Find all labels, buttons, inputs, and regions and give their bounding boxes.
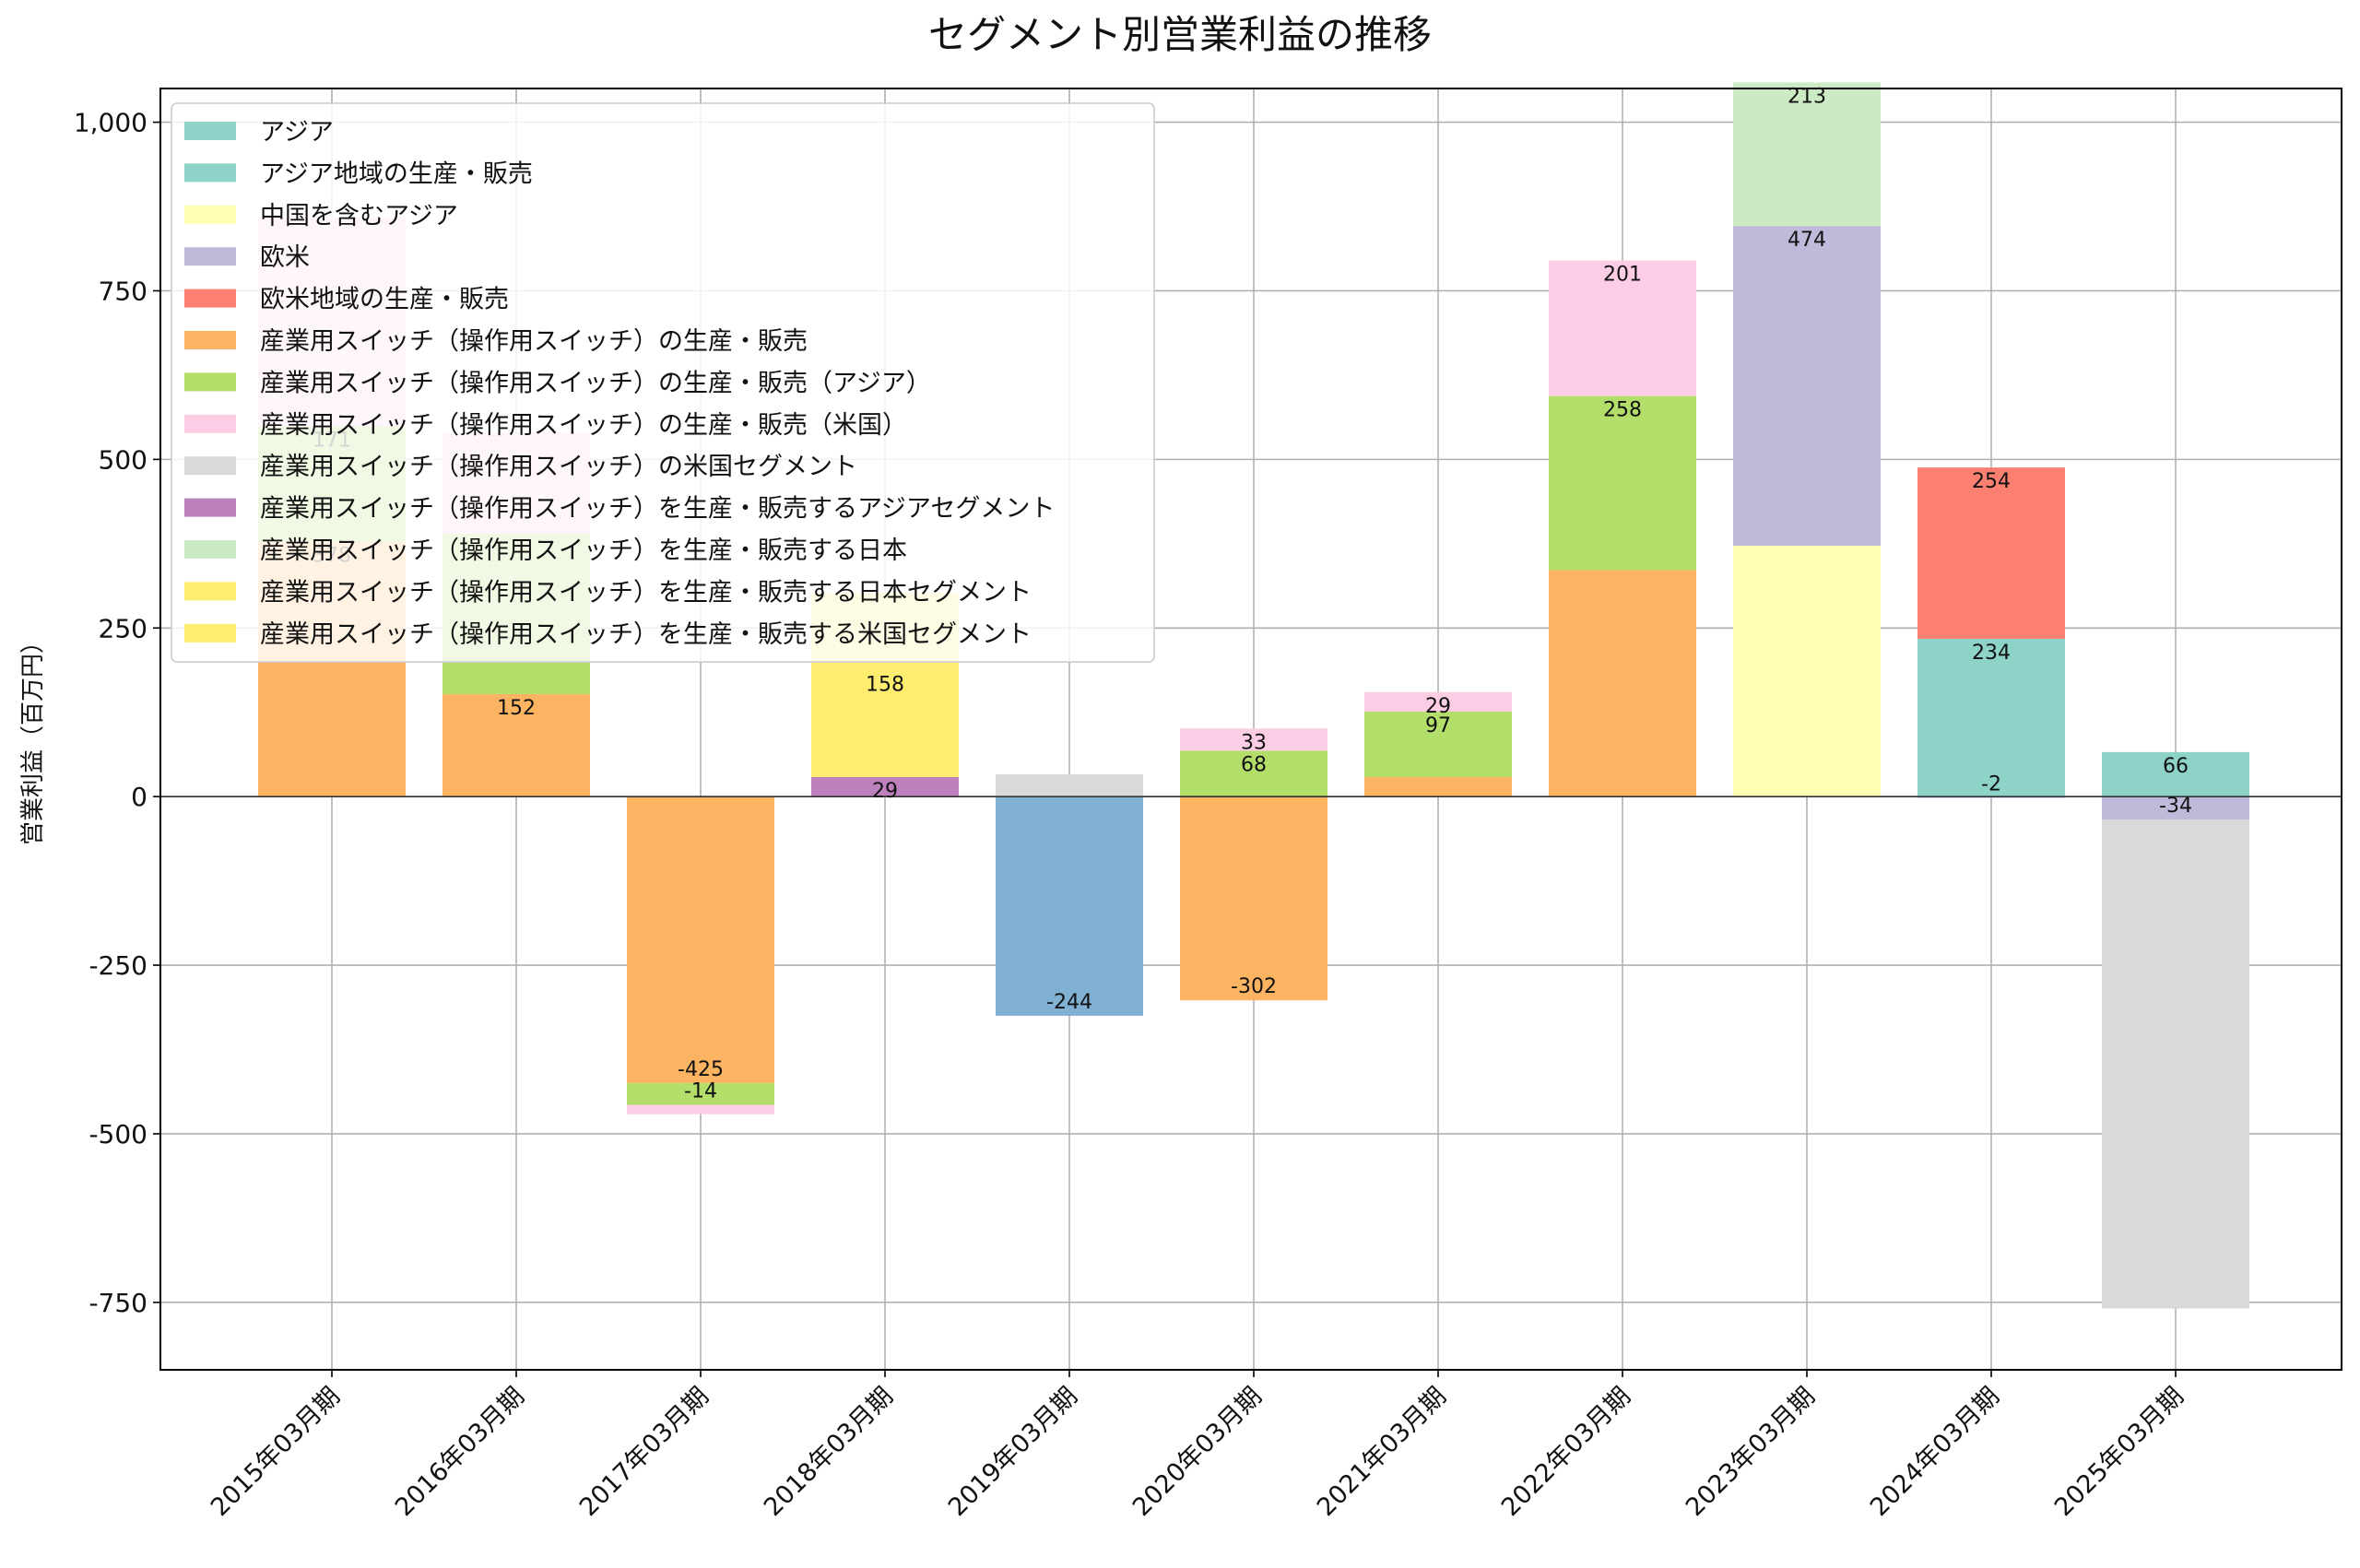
y-tick-label: 500	[99, 444, 148, 475]
legend-swatch	[184, 414, 236, 433]
legend-swatch	[184, 122, 236, 140]
legend-label: アジア	[260, 118, 334, 147]
data-label: -302	[1231, 975, 1277, 998]
legend-label: 産業用スイッチ（操作用スイッチ）を生産・販売する日本セグメント	[260, 578, 1032, 607]
data-labels-layer: 378171152-425-1429158-244-30268339729258…	[313, 85, 2192, 1102]
bar-segment	[442, 693, 590, 797]
data-label: 158	[866, 673, 904, 696]
bar-segment	[811, 670, 959, 777]
bar-segment	[1733, 226, 1881, 547]
y-tick-label: -750	[88, 1288, 148, 1318]
data-label: -2	[1981, 773, 2001, 796]
y-tick-label: -250	[88, 950, 148, 981]
data-label: 213	[1788, 85, 1826, 108]
legend-label: 産業用スイッチ（操作用スイッチ）の米国セグメント	[260, 453, 857, 481]
data-label: 66	[2163, 755, 2189, 778]
bar-segment	[1364, 711, 1512, 777]
legend-swatch	[184, 540, 236, 559]
legend-swatch	[184, 582, 236, 601]
data-label: 234	[1972, 642, 2011, 665]
bar-segment	[2102, 819, 2249, 1309]
bar-segment	[1364, 691, 1512, 712]
data-label: 33	[1241, 731, 1267, 754]
chart-title: セグメント別営業利益の推移	[928, 12, 1432, 57]
y-axis-label: 営業利益（百万円）	[19, 630, 47, 845]
bar-segment	[1549, 260, 1696, 396]
legend-label: 欧米地域の生産・販売	[260, 286, 509, 314]
legend-swatch	[184, 372, 236, 392]
legend-swatch	[184, 247, 236, 266]
bar-segment	[996, 796, 1143, 1016]
bar-segment	[811, 776, 959, 797]
data-label: 152	[497, 697, 536, 720]
bar-segment	[1180, 750, 1328, 797]
data-label: -34	[2159, 795, 2192, 818]
legend-swatch	[184, 163, 236, 183]
legend-swatch	[184, 205, 236, 224]
legend-swatch	[184, 623, 236, 643]
legend-label: 産業用スイッチ（操作用スイッチ）を生産・販売するアジアセグメント	[260, 495, 1055, 524]
bar-segment	[1549, 395, 1696, 571]
legend-swatch	[184, 289, 236, 308]
bar-segment	[1180, 796, 1328, 1001]
y-tick-label: -500	[88, 1119, 148, 1149]
legend-label: アジア地域の生産・販売	[260, 159, 533, 188]
y-tick-label: 0	[131, 782, 148, 812]
bar-segment	[627, 1083, 774, 1105]
legend-label: 産業用スイッチ（操作用スイッチ）の生産・販売	[260, 327, 808, 356]
data-label: 201	[1603, 264, 1642, 287]
bar-segment	[1733, 82, 1881, 227]
legend-label: 産業用スイッチ（操作用スイッチ）を生産・販売する米国セグメント	[260, 620, 1032, 649]
bar-segment	[996, 774, 1143, 797]
bar-segment	[1364, 776, 1512, 797]
data-label: -425	[678, 1058, 724, 1081]
legend-swatch	[184, 456, 236, 476]
legend-label: 産業用スイッチ（操作用スイッチ）の生産・販売（アジア）	[260, 369, 931, 397]
legend-label: 中国を含むアジア	[260, 202, 458, 230]
bar-segment	[1180, 728, 1328, 751]
bar-segment	[1733, 546, 1881, 797]
plot-frame	[159, 88, 2342, 1371]
legend-box	[171, 102, 1155, 664]
y-tick-label: 1,000	[74, 108, 148, 138]
legend-label: 産業用スイッチ（操作用スイッチ）を生産・販売する日本	[260, 536, 907, 565]
legend-label: 産業用スイッチ（操作用スイッチ）の生産・販売（米国）	[260, 411, 907, 440]
bar-segment	[1918, 638, 2065, 797]
bar-segment	[2102, 751, 2249, 797]
data-label: -244	[1046, 991, 1092, 1014]
legend: アジアアジア地域の生産・販売中国を含むアジア欧米欧米地域の生産・販売産業用スイッ…	[171, 102, 1155, 664]
bar-segment	[1918, 467, 2065, 639]
data-label: 254	[1972, 470, 2011, 493]
data-label: 474	[1788, 229, 1826, 252]
bar-segment	[627, 1104, 774, 1114]
data-label: 258	[1603, 399, 1642, 422]
legend-label: 欧米	[260, 243, 310, 272]
legend-swatch	[184, 331, 236, 349]
data-label: -14	[684, 1079, 717, 1102]
data-label: 68	[1241, 753, 1267, 776]
y-tick-label: 750	[99, 276, 148, 306]
bar-segment	[627, 796, 774, 1084]
data-label: 97	[1425, 714, 1451, 737]
axes-layer	[159, 88, 2342, 1371]
bar-segment	[1549, 570, 1696, 797]
bar-segment	[2102, 796, 2249, 820]
y-tick-label: 250	[99, 613, 148, 643]
data-label: 29	[872, 780, 898, 803]
data-label: 29	[1425, 695, 1451, 718]
legend-swatch	[184, 498, 236, 517]
